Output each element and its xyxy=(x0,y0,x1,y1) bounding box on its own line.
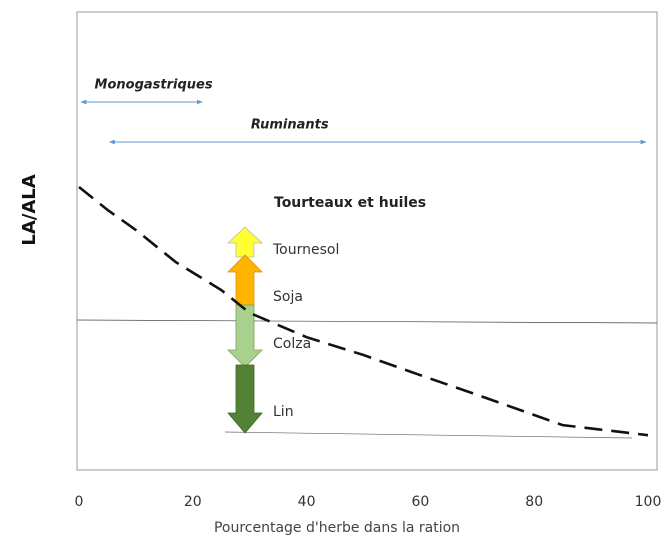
oil-label: Lin xyxy=(273,404,294,420)
arrow-tournesol xyxy=(226,226,264,258)
oil-label: Tournesol xyxy=(272,242,339,258)
reference-line xyxy=(224,431,633,439)
x-tick-label: 40 xyxy=(298,494,316,510)
chart-title: Tourteaux et huiles xyxy=(274,195,426,211)
x-axis-label: Pourcentage d'herbe dans la ration xyxy=(214,520,460,536)
x-tick-label: 60 xyxy=(411,494,429,510)
arrow-colza xyxy=(227,304,263,368)
arrow-lin xyxy=(227,364,263,434)
plot-frame xyxy=(76,11,658,471)
reference-line xyxy=(76,319,658,324)
x-tick-label: 80 xyxy=(525,494,543,510)
annotation-text: Monogastriques xyxy=(95,78,213,93)
oil-arrows xyxy=(226,226,264,434)
annotation-text: Ruminants xyxy=(251,118,329,133)
curve xyxy=(78,185,649,437)
x-tick-label: 0 xyxy=(75,494,84,510)
x-tick-label: 100 xyxy=(635,494,662,510)
arrow-soja xyxy=(227,254,263,306)
oil-label: Soja xyxy=(273,289,303,305)
oil-label: Colza xyxy=(273,336,311,352)
y-axis-label: LA/ALA xyxy=(19,174,40,245)
x-tick-label: 20 xyxy=(184,494,202,510)
